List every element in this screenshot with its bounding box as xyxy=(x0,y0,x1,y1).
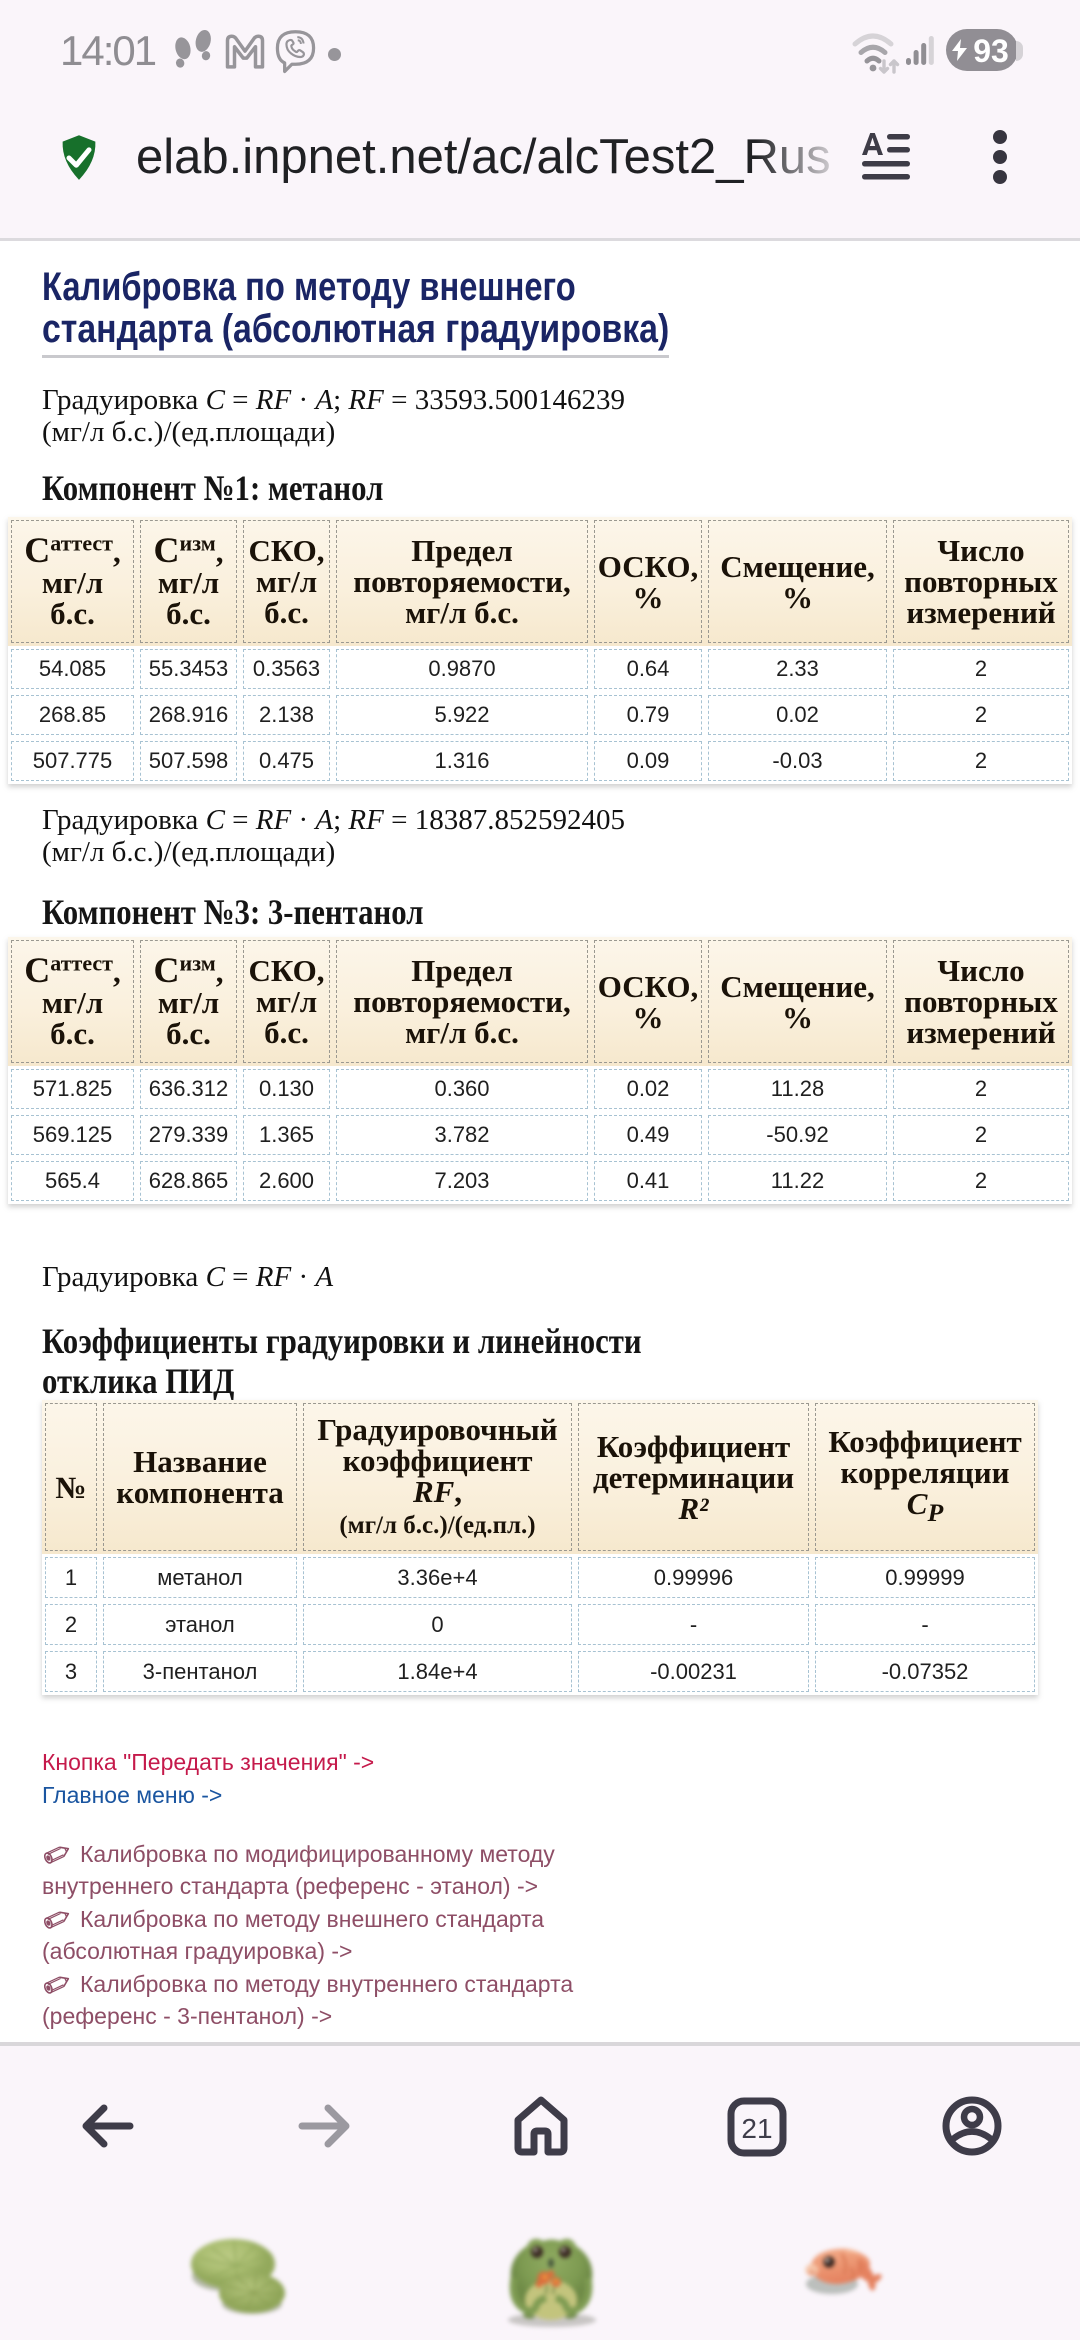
svg-text:21: 21 xyxy=(741,2113,772,2144)
